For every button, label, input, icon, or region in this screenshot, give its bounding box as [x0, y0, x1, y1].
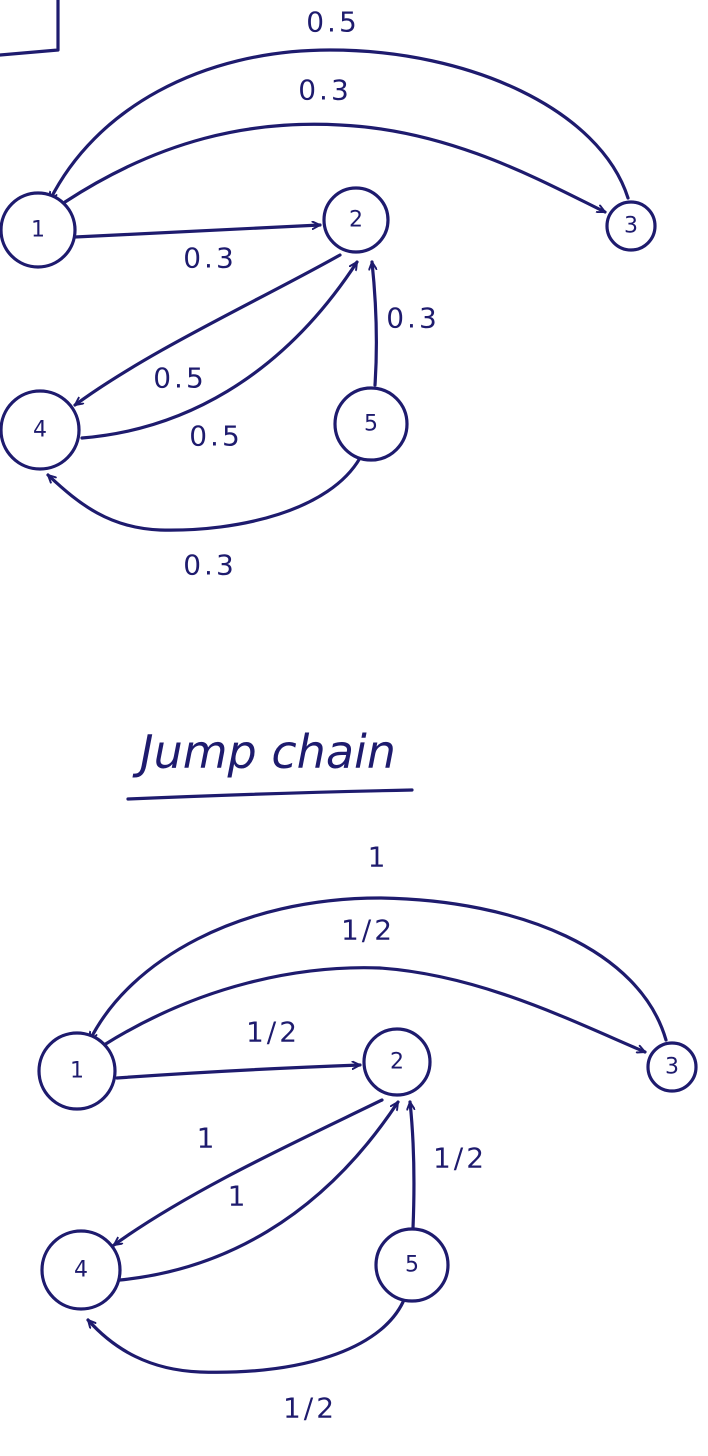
- jump-node-4-label: 4: [74, 1258, 88, 1283]
- jump-node-4: 4: [40, 1229, 122, 1311]
- jump-label-5-2: 1/2: [433, 1142, 487, 1175]
- rate-label-4-2: 0.5: [189, 420, 243, 453]
- rate-label-2-4: 0.5: [153, 362, 207, 395]
- jump-node-1: 1: [37, 1031, 117, 1111]
- rate-label-1-3: 0.3: [298, 74, 352, 107]
- rate-node-5-label: 5: [364, 412, 378, 437]
- jump-node-5: 5: [374, 1227, 450, 1303]
- rate-edge-5-2: [372, 260, 379, 387]
- jump-label-1-3: 1/2: [341, 914, 395, 947]
- rate-node-2: 2: [322, 186, 390, 254]
- jump-label-5-4: 1/2: [283, 1392, 337, 1425]
- rate-label-5-2: 0.3: [386, 302, 440, 335]
- rate-edge-3-1: [48, 48, 630, 202]
- rate-edge-1-2: [73, 225, 322, 239]
- rate-edge-5-4: [46, 456, 362, 532]
- jump-edge-3-1: [88, 896, 668, 1042]
- cropped-box-fragment: [0, 0, 60, 57]
- jump-label-3-1: 1: [368, 841, 389, 874]
- rate-node-4-label: 4: [33, 418, 47, 443]
- jump-node-1-label: 1: [70, 1059, 84, 1084]
- rate-edge-4-2: [80, 260, 359, 440]
- jump-edge-1-3: [102, 966, 647, 1054]
- jump-chain-diagram: 1 2 3 4 5 1 1/2 1/2 1 1 1/2 1/2: [37, 841, 698, 1425]
- jump-node-2: 2: [362, 1027, 432, 1097]
- jump-edge-5-4: [86, 1300, 405, 1374]
- rate-node-1: 1: [0, 191, 77, 269]
- rate-node-5: 5: [333, 386, 409, 462]
- jump-edge-2-4: [112, 1098, 384, 1247]
- jump-node-2-label: 2: [390, 1050, 404, 1075]
- jump-label-2-4: 1: [197, 1122, 218, 1155]
- jump-chain-heading: Jump chain: [126, 725, 414, 801]
- rate-diagram: 1 2 3 4 5 0.5 0.3 0.3 0.5 0.5 0.3 0.3: [0, 6, 657, 582]
- rate-node-4: 4: [0, 389, 81, 471]
- jump-chain-title: Jump chain: [132, 725, 396, 779]
- rate-node-2-label: 2: [349, 208, 363, 233]
- jump-edge-1-2: [115, 1065, 362, 1080]
- rate-node-3-label: 3: [624, 214, 638, 239]
- jump-label-4-2: 1: [228, 1180, 249, 1213]
- jump-node-3-label: 3: [665, 1055, 679, 1080]
- jump-edge-4-2: [118, 1100, 400, 1282]
- jump-edge-5-2: [410, 1100, 416, 1230]
- rate-edge-2-4: [73, 253, 342, 407]
- rate-node-1-label: 1: [31, 218, 45, 243]
- rate-label-3-1: 0.5: [306, 6, 360, 39]
- jump-node-3: 3: [646, 1041, 698, 1093]
- rate-edge-1-3: [63, 122, 607, 214]
- rate-label-1-2: 0.3: [183, 242, 237, 275]
- jump-node-5-label: 5: [405, 1253, 419, 1278]
- rate-label-5-4: 0.3: [183, 549, 237, 582]
- title-underline: [126, 788, 414, 801]
- rate-node-3: 3: [605, 200, 657, 252]
- jump-label-1-2: 1/2: [246, 1016, 300, 1049]
